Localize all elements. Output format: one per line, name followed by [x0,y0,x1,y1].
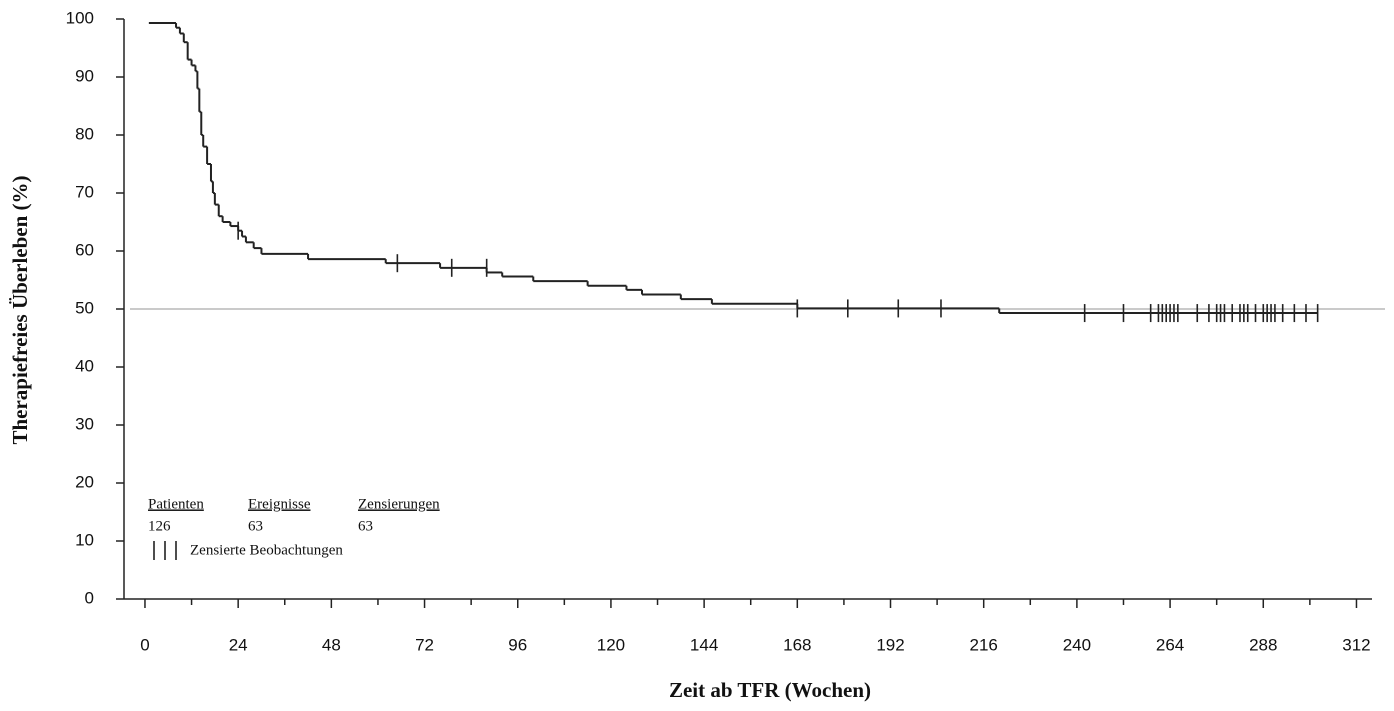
summary-value: 63 [358,518,373,534]
x-tick-label: 264 [1156,635,1184,654]
summary-header: Ereignisse [248,496,311,512]
x-tick-label: 192 [876,635,904,654]
censor-legend-label: Zensierte Beobachtungen [190,542,343,558]
y-tick-label: 20 [75,472,94,491]
summary-header: Patienten [148,496,204,512]
x-tick-label: 48 [322,635,341,654]
summary-value: 126 [148,518,171,534]
y-tick-label: 40 [75,356,94,375]
y-tick-label: 90 [75,66,94,85]
x-tick-label: 240 [1063,635,1091,654]
y-tick-label: 30 [75,414,94,433]
y-tick-label: 60 [75,240,94,259]
y-tick-label: 10 [75,530,94,549]
x-tick-label: 168 [783,635,811,654]
x-tick-label: 120 [597,635,625,654]
y-axis-label: Therapiefreies Überleben (%) [8,175,32,444]
x-axis-label: Zeit ab TFR (Wochen) [669,678,871,702]
x-tick-label: 24 [229,635,248,654]
summary-header: Zensierungen [358,496,440,512]
x-tick-label: 312 [1342,635,1370,654]
y-tick-label: 50 [75,298,94,317]
x-tick-label: 216 [970,635,998,654]
summary-value: 63 [248,518,263,534]
y-tick-label: 70 [75,182,94,201]
x-tick-label: 72 [415,635,434,654]
y-tick-label: 0 [85,588,94,607]
x-tick-label: 288 [1249,635,1277,654]
x-tick-label: 0 [140,635,149,654]
y-tick-label: 80 [75,124,94,143]
x-tick-label: 144 [690,635,718,654]
x-tick-label: 96 [508,635,527,654]
y-tick-label: 100 [66,8,94,27]
